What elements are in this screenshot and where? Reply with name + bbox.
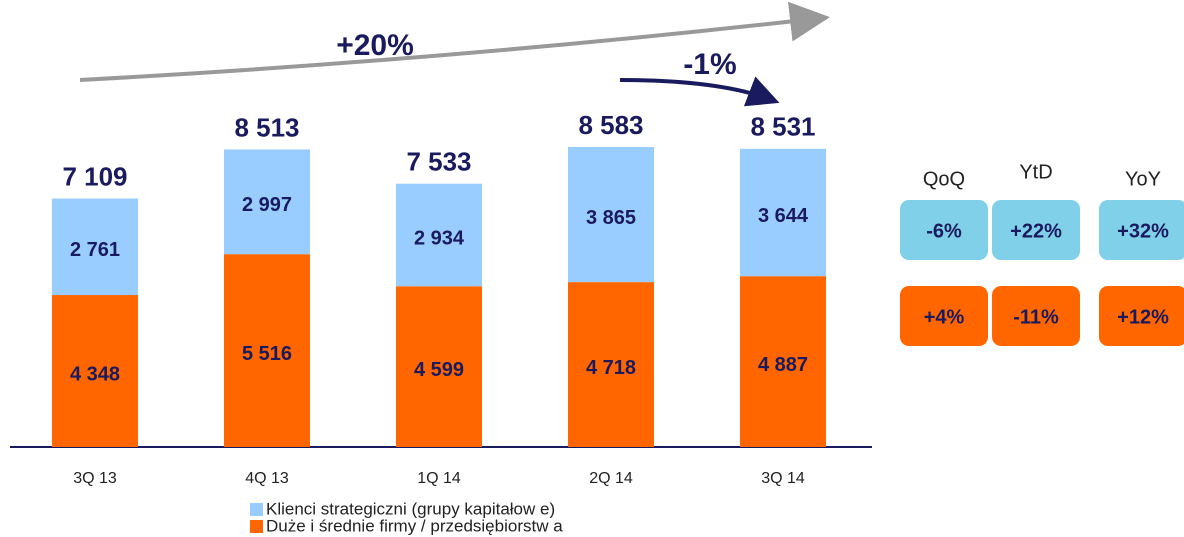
trend-arrow [79, 1, 830, 82]
comparison-value: +22% [1010, 220, 1062, 242]
value-label: 4 718 [586, 357, 636, 379]
bar-segment [568, 147, 654, 283]
comparison-box [992, 286, 1080, 346]
total-label: 8 531 [750, 112, 815, 142]
value-label: 2 934 [414, 227, 465, 249]
x-tick-label: 3Q 13 [73, 470, 117, 487]
total-label: 8 513 [234, 112, 299, 142]
comparison-header: QoQ [923, 168, 965, 190]
total-label: 7 109 [62, 161, 127, 191]
comparison-header: YtD [1019, 161, 1052, 183]
value-label: 3 644 [758, 205, 809, 227]
x-tick-label: 2Q 14 [589, 470, 633, 487]
value-label: 2 997 [242, 194, 292, 216]
legend-swatch [250, 503, 263, 516]
x-tick-label: 3Q 14 [761, 470, 805, 487]
bar-segment [224, 149, 310, 255]
comparison-value: -6% [926, 220, 962, 242]
bar-segment [52, 295, 138, 447]
bar-segment [52, 198, 138, 296]
comparison-value: +4% [924, 306, 965, 328]
value-label: 3 865 [586, 207, 636, 229]
value-label: 4 599 [414, 359, 464, 381]
annotation: +20% [336, 29, 414, 62]
comparison-header: YoY [1125, 168, 1161, 190]
bar-segment [740, 148, 826, 277]
bar-segment [568, 282, 654, 447]
comparison-box [900, 200, 988, 260]
comparison-value: +32% [1117, 220, 1169, 242]
comparison-box [900, 286, 988, 346]
x-tick-label: 1Q 14 [417, 470, 461, 487]
value-label: 4 348 [70, 363, 120, 385]
total-label: 8 583 [578, 110, 643, 140]
value-label: 5 516 [242, 343, 292, 365]
legend-label: Klienci strategiczni (grupy kapitałow e) [266, 499, 555, 518]
value-label: 4 887 [758, 354, 808, 376]
comparison-value: +12% [1117, 306, 1169, 328]
bar-segment [740, 276, 826, 447]
comparison-box [1099, 286, 1184, 346]
legend-swatch [250, 520, 263, 533]
comparison-box [1099, 200, 1184, 260]
comparison-box [992, 200, 1080, 260]
x-tick-label: 4Q 13 [245, 470, 289, 487]
bar-segment [396, 183, 482, 287]
total-label: 7 533 [406, 147, 471, 177]
comparison-value: -11% [1013, 306, 1059, 328]
bar-segment [224, 254, 310, 447]
legend-label: Duże i średnie firmy / przedsiębiorstw a [266, 516, 563, 535]
trend-arrow [619, 76, 780, 107]
annotation: -1% [683, 48, 736, 81]
bar-segment [396, 286, 482, 447]
value-label: 2 761 [70, 239, 120, 261]
